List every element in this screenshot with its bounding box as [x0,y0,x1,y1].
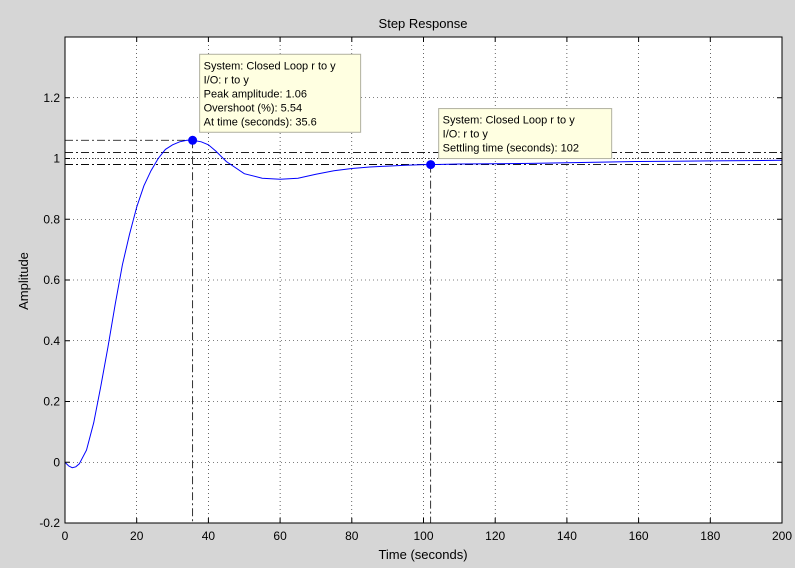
x-tick-label: 140 [557,529,577,543]
y-tick-label: -0.2 [39,516,60,530]
y-axis-label: Amplitude [16,252,31,310]
x-tick-label: 80 [345,529,359,543]
x-tick-label: 160 [629,529,649,543]
x-tick-label: 200 [772,529,792,543]
datatip-box [199,53,362,133]
y-tick-label: 0 [53,455,60,469]
datatip-marker [188,135,198,145]
datatips-layer: System: Closed Loop r to y I/O: r to y Pea… [199,53,613,160]
step-response-line [64,139,783,469]
x-tick-label: 180 [700,529,720,543]
datatip-marker [426,160,436,170]
datatip-text: I/O: r to y [204,74,250,86]
datatip-box [438,108,613,160]
datatip-text: System: Closed Loop r to y [443,115,576,127]
y-tick-label: 1 [53,152,60,166]
chart-title: Step Response [379,16,468,31]
x-tick-label: 60 [273,529,287,543]
y-tick-label: 1.2 [43,91,60,105]
y-tick-label: 0.4 [43,334,60,348]
datatip-text: At time (seconds): 35.6 [204,116,317,128]
datatip-text: Settling time (seconds): 102 [443,143,579,155]
series-layer [64,139,783,469]
x-tick-label: 20 [130,529,144,543]
y-tick-label: 0.8 [43,212,60,226]
x-tick-label: 100 [413,529,433,543]
datatip-text: I/O: r to y [443,129,489,141]
markers-layer [188,135,436,170]
plot-area [65,37,782,523]
x-axis-label: Time (seconds) [378,547,467,562]
y-tick-label: 0.2 [43,395,60,409]
datatip-text: Overshoot (%): 5.54 [204,102,302,114]
datatip-text: System: Closed Loop r to y [204,60,337,72]
x-tick-label: 40 [202,529,216,543]
datatip-text: Peak amplitude: 1.06 [204,88,307,100]
y-tick-label: 0.6 [43,273,60,287]
x-tick-label: 0 [62,529,69,543]
axis-ticks: 0 20 40 60 80 100 120 140 160 180 200-0.200.20.40.… [39,37,792,543]
x-tick-label: 120 [485,529,505,543]
